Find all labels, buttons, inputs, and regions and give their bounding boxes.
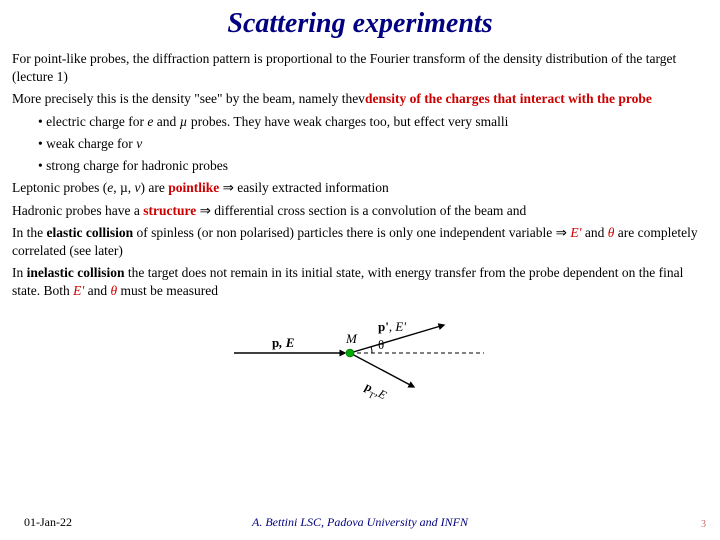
p5d: E' — [570, 225, 581, 240]
slide-body: For point-like probes, the diffraction p… — [0, 50, 720, 404]
scattering-diagram: p, E Mp', E' θ pT,ET — [230, 313, 490, 399]
b1a: • electric charge for — [38, 114, 147, 129]
p3f: pointlike — [168, 180, 219, 195]
footer-author: A. Bettini LSC, Padova University and IN… — [0, 515, 720, 530]
p6a: In — [12, 265, 27, 280]
svg-text:p', E': p', E' — [378, 319, 406, 334]
p4b: structure — [143, 203, 196, 218]
p3a: Leptonic probes ( — [12, 180, 107, 195]
svg-text:θ: θ — [378, 337, 384, 352]
p4a: Hadronic probes have a — [12, 203, 143, 218]
p5a: In the — [12, 225, 47, 240]
p6b: inelastic collision — [27, 265, 125, 280]
para-1: For point-like probes, the diffraction p… — [12, 50, 708, 86]
slide-title: Scattering experiments — [0, 0, 720, 50]
p6g: must be measured — [117, 283, 218, 298]
p5b: elastic collision — [47, 225, 134, 240]
para-6: In inelastic collision the target does n… — [12, 264, 708, 300]
svg-text:p, E: p, E — [272, 335, 295, 350]
para-5: In the elastic collision of spinless (or… — [12, 224, 708, 260]
p6e: and — [84, 283, 110, 298]
bullet-1: • electric charge for e and µ probes. Th… — [12, 113, 708, 131]
b2a: • weak charge for — [38, 136, 136, 151]
p3e: ) are — [141, 180, 169, 195]
diagram-container: p, E Mp', E' θ pT,ET — [12, 313, 708, 404]
footer-page-number: 3 — [701, 519, 706, 530]
bullet-3: • strong charge for hadronic probes — [12, 157, 708, 175]
p2-emph: density of the charges that interact wit… — [365, 91, 652, 106]
bullet-2: • weak charge for ν — [12, 135, 708, 153]
p5c: of spinless (or non polarised) particles… — [133, 225, 570, 240]
b1e: probes. They have weak charges too, but … — [187, 114, 508, 129]
p3g: ⇒ easily extracted information — [219, 180, 389, 195]
p6d: E' — [73, 283, 84, 298]
para-2: More precisely this is the density "see"… — [12, 90, 708, 108]
p3c: , µ, — [113, 180, 134, 195]
p4c: ⇒ differential cross section is a convol… — [196, 203, 526, 218]
svg-text:M: M — [345, 331, 358, 346]
b2b: ν — [136, 136, 142, 151]
para-3: Leptonic probes (e, µ, ν) are pointlike … — [12, 179, 708, 197]
para-4: Hadronic probes have a structure ⇒ diffe… — [12, 202, 708, 220]
b1c: and — [153, 114, 179, 129]
p2-text: More precisely this is the density "see"… — [12, 91, 365, 106]
p5e: and — [581, 225, 607, 240]
svg-text:pT,ET: pT,ET — [361, 379, 395, 399]
